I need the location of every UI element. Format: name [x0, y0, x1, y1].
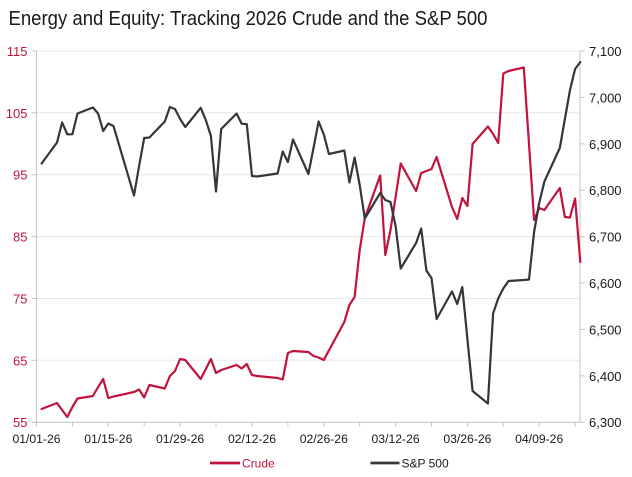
svg-text:6,500: 6,500: [589, 322, 622, 337]
svg-text:6,400: 6,400: [589, 369, 622, 384]
svg-text:Crude: Crude: [242, 456, 275, 470]
svg-text:115: 115: [7, 44, 28, 59]
svg-text:01/15-26: 01/15-26: [84, 432, 132, 446]
svg-text:01/29-26: 01/29-26: [156, 432, 204, 446]
svg-text:105: 105: [6, 106, 28, 121]
svg-text:6,900: 6,900: [589, 137, 622, 152]
svg-text:03/12-26: 03/12-26: [372, 432, 420, 446]
svg-text:6,300: 6,300: [589, 415, 622, 430]
svg-text:85: 85: [13, 230, 27, 245]
svg-text:Energy and Equity: Tracking 20: Energy and Equity: Tracking 2026 Crude a…: [9, 8, 488, 30]
svg-text:55: 55: [13, 415, 27, 430]
svg-text:6,800: 6,800: [589, 183, 622, 198]
svg-text:75: 75: [13, 292, 27, 307]
svg-text:03/26-26: 03/26-26: [443, 432, 491, 446]
svg-text:65: 65: [13, 353, 27, 368]
svg-text:7,100: 7,100: [589, 44, 622, 59]
svg-text:02/26-26: 02/26-26: [300, 432, 348, 446]
svg-text:01/01-26: 01/01-26: [12, 432, 60, 446]
svg-text:04/09-26: 04/09-26: [515, 432, 563, 446]
svg-text:S&P 500: S&P 500: [402, 456, 449, 470]
svg-text:6,600: 6,600: [589, 276, 622, 291]
svg-text:6,700: 6,700: [589, 230, 622, 245]
svg-text:02/12-26: 02/12-26: [228, 432, 276, 446]
svg-text:95: 95: [13, 168, 27, 183]
svg-text:7,000: 7,000: [589, 90, 622, 105]
